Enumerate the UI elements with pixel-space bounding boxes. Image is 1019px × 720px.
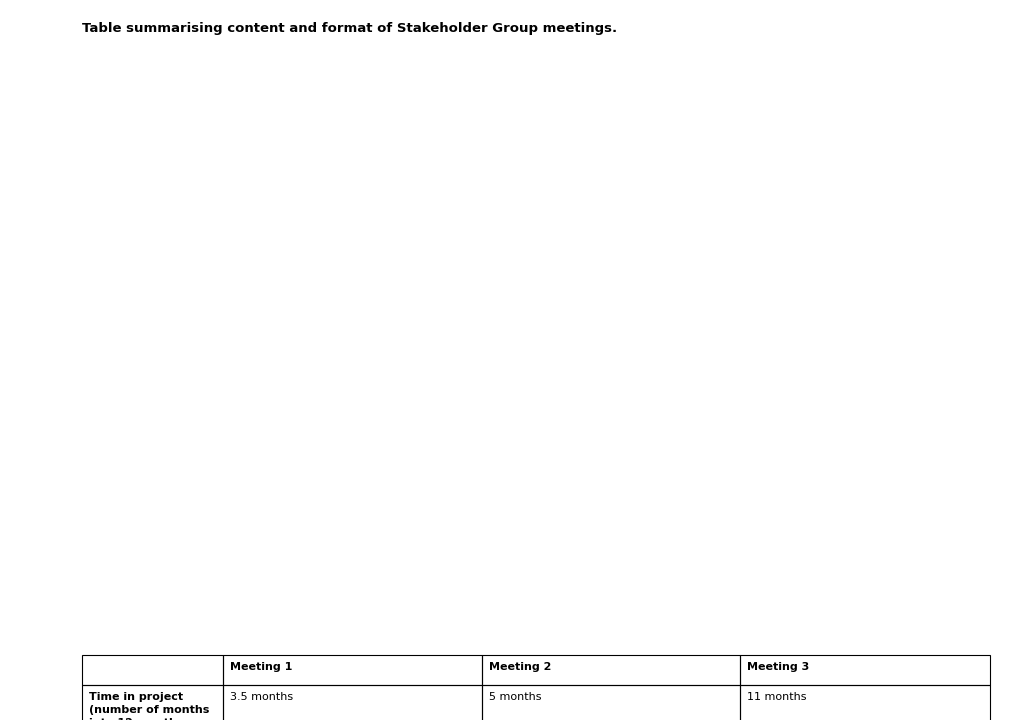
Text: Meeting 1: Meeting 1 (229, 662, 291, 672)
Text: 5 months: 5 months (488, 692, 540, 702)
Text: Table summarising content and format of Stakeholder Group meetings.: Table summarising content and format of … (82, 22, 616, 35)
Bar (82, 655, 222, 685)
Bar (481, 655, 740, 685)
Text: Time in project
(number of months
into 12 month
project): Time in project (number of months into 1… (89, 692, 209, 720)
Bar (740, 655, 989, 685)
Text: 11 months: 11 months (747, 692, 806, 702)
Bar (222, 655, 481, 685)
Text: Meeting 3: Meeting 3 (747, 662, 809, 672)
Bar (740, 685, 989, 720)
Bar (82, 685, 222, 720)
Bar (481, 685, 740, 720)
Text: 3.5 months: 3.5 months (229, 692, 292, 702)
Text: Meeting 2: Meeting 2 (488, 662, 550, 672)
Bar (222, 685, 481, 720)
